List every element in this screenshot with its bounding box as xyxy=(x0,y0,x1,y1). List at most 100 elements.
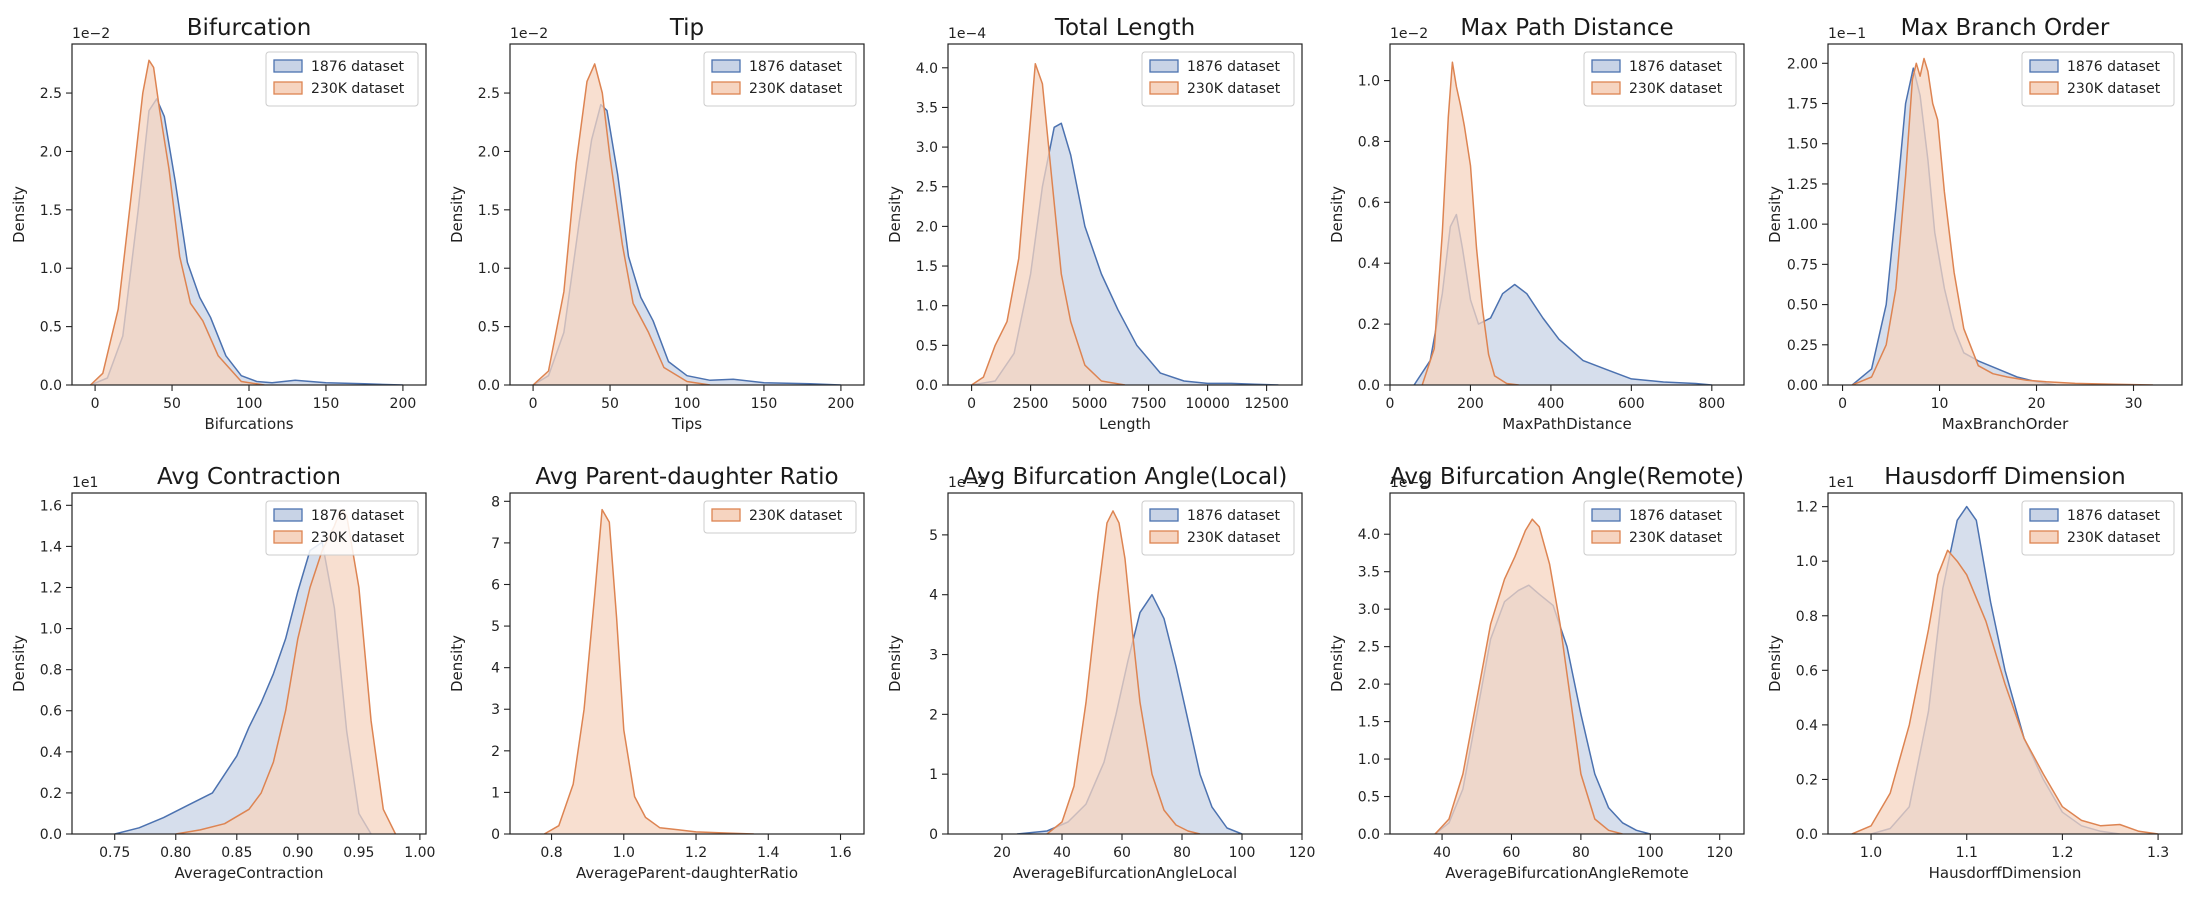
density-line xyxy=(543,508,754,834)
plot-area xyxy=(1016,510,1243,834)
x-tick-label: 30 xyxy=(2125,396,2143,412)
x-tick-label: 80 xyxy=(1572,845,1590,861)
legend-label: 1876 dataset xyxy=(1629,508,1723,524)
density-area xyxy=(1435,519,1623,834)
legend-swatch xyxy=(273,530,303,544)
density-line xyxy=(89,59,265,385)
x-tick-label: 60 xyxy=(1503,845,1521,861)
x-tick-label: 80 xyxy=(1173,845,1191,861)
y-tick-label: 2.0 xyxy=(40,144,62,160)
x-tick-label: 800 xyxy=(1698,396,1725,412)
density-area xyxy=(533,63,711,385)
y-tick-label: 2.00 xyxy=(1787,56,1818,72)
density-area xyxy=(1422,62,1519,385)
y-tick-label: 0.5 xyxy=(916,338,938,354)
y-tick-label: 1.4 xyxy=(40,539,62,555)
plot-area xyxy=(543,508,754,834)
y-axis-label: Density xyxy=(448,635,466,692)
legend-label: 230K dataset xyxy=(2067,530,2161,546)
y-tick-label: 1.0 xyxy=(40,622,62,638)
y-tick-label: 3 xyxy=(491,702,500,718)
plot-area xyxy=(532,63,841,385)
x-tick-label: 2500 xyxy=(1013,396,1049,412)
y-tick-label: 0.5 xyxy=(478,320,500,336)
y-axis-label: Density xyxy=(1766,635,1784,692)
y-tick-label: 0.2 xyxy=(1358,317,1380,333)
density-area xyxy=(1852,58,2153,385)
legend-label: 1876 dataset xyxy=(311,59,405,75)
x-tick-label: 1.4 xyxy=(757,845,779,861)
y-tick-label: 2.5 xyxy=(1358,640,1380,656)
legend-swatch xyxy=(273,59,303,73)
legend-label: 230K dataset xyxy=(311,530,405,546)
y-tick-label: 1.5 xyxy=(40,203,62,219)
legend-box xyxy=(265,500,419,556)
y-tick-label: 0.6 xyxy=(1796,663,1818,679)
y-tick-label: 4.0 xyxy=(1358,527,1380,543)
legend-swatch xyxy=(2029,530,2059,544)
y-tick-label: 0.75 xyxy=(1787,257,1818,273)
x-tick-label: 120 xyxy=(1289,845,1316,861)
density-area xyxy=(544,509,754,834)
plot-area xyxy=(1413,61,1712,385)
legend-box xyxy=(1583,51,1737,107)
x-tick-label: 7500 xyxy=(1131,396,1167,412)
legend-label: 230K dataset xyxy=(1629,530,1723,546)
y-axis-label: Density xyxy=(1328,186,1346,243)
x-tick-label: 0 xyxy=(529,396,538,412)
y-tick-label: 3.5 xyxy=(916,100,938,116)
y-tick-label: 1.00 xyxy=(1787,217,1818,233)
legend: 1876 dataset 230K dataset xyxy=(1583,51,1737,107)
legend-swatch xyxy=(1149,530,1179,544)
y-tick-label: 1 xyxy=(929,767,938,783)
axis-multiplier: 1e−2 xyxy=(948,475,986,491)
axis-multiplier: 1e−1 xyxy=(1828,26,1866,42)
legend-box xyxy=(265,51,419,107)
legend-swatch xyxy=(1591,530,1621,544)
legend-swatch xyxy=(273,81,303,95)
y-tick-label: 1.0 xyxy=(1358,752,1380,768)
axis-multiplier: 1e−2 xyxy=(72,26,110,42)
x-tick-label: 1.0 xyxy=(613,845,635,861)
y-tick-label: 1.2 xyxy=(40,580,62,596)
density-area xyxy=(971,63,1125,385)
x-tick-label: 5000 xyxy=(1072,396,1108,412)
y-tick-label: 7 xyxy=(491,536,500,552)
density-line xyxy=(1421,61,1519,385)
x-tick-label: 600 xyxy=(1618,396,1645,412)
legend-swatch xyxy=(1149,81,1179,95)
density-area xyxy=(90,60,265,385)
legend-label: 230K dataset xyxy=(2067,81,2161,97)
axis-multiplier: 1e1 xyxy=(1828,475,1854,491)
y-axis-label: Density xyxy=(886,635,904,692)
legend: 1876 dataset 230K dataset xyxy=(265,500,419,556)
legend-label: 230K dataset xyxy=(311,81,405,97)
y-tick-label: 1.0 xyxy=(478,261,500,277)
x-axis-label: MaxBranchOrder xyxy=(1942,415,2069,433)
y-axis-label: Density xyxy=(10,186,28,243)
x-axis-label: Length xyxy=(1099,415,1151,433)
chart-title: Max Path Distance xyxy=(1460,15,1673,41)
y-tick-label: 1.25 xyxy=(1787,177,1818,193)
legend: 1876 dataset 230K dataset xyxy=(2021,51,2175,107)
x-tick-label: 1.0 xyxy=(1860,845,1882,861)
legend-label: 1876 dataset xyxy=(2067,508,2161,524)
plot-area xyxy=(1434,518,1651,834)
y-axis-label: Density xyxy=(448,186,466,243)
y-tick-label: 2.0 xyxy=(916,219,938,235)
x-tick-label: 20 xyxy=(2028,396,2046,412)
x-tick-label: 0.95 xyxy=(343,845,374,861)
legend-box xyxy=(1141,500,1295,556)
density-area xyxy=(1851,550,2159,834)
legend-box xyxy=(1583,500,1737,556)
y-tick-label: 0.4 xyxy=(1796,718,1818,734)
legend-label: 230K dataset xyxy=(749,81,843,97)
x-axis-label: AverageContraction xyxy=(175,864,324,882)
y-tick-label: 2.5 xyxy=(916,180,938,196)
plot-area xyxy=(114,508,397,834)
y-tick-label: 2.5 xyxy=(478,86,500,102)
axis-multiplier: 1e−2 xyxy=(1390,475,1428,491)
x-tick-label: 10000 xyxy=(1185,396,1230,412)
y-tick-label: 0.6 xyxy=(1358,195,1380,211)
chart-panel: 20 40 60 80 100 120 0 1 2 3 4 5 Avg Bifurcation Angl… xyxy=(886,464,1315,882)
